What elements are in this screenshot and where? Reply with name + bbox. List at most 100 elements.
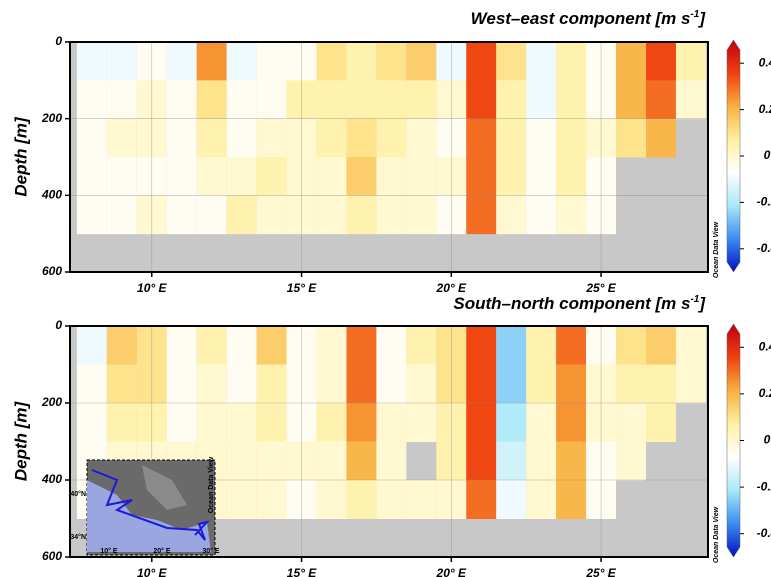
colorbar-tick-label: 0.2 (759, 102, 771, 116)
cell (376, 195, 407, 235)
cell (466, 403, 497, 442)
cell (496, 441, 527, 481)
cell (256, 157, 287, 196)
cell (76, 326, 107, 365)
cell (316, 364, 347, 404)
cell (76, 157, 107, 196)
cell (76, 118, 107, 158)
cell (196, 42, 227, 81)
cell (675, 364, 706, 404)
cell (406, 157, 437, 196)
cell (76, 80, 107, 120)
cell (466, 195, 497, 235)
cell (406, 326, 437, 365)
cell (466, 157, 497, 196)
cell (106, 403, 137, 442)
cell (346, 326, 377, 365)
cell (556, 118, 587, 158)
cell (106, 326, 137, 365)
cell (406, 480, 437, 519)
cell (166, 118, 197, 158)
x-tick-label: 20° E (436, 566, 467, 577)
cell (346, 403, 377, 442)
watermark: Ocean Data View (713, 221, 720, 278)
cell (196, 157, 227, 196)
cell (226, 42, 257, 81)
cell (376, 441, 407, 481)
cell (76, 195, 107, 235)
cell (556, 157, 587, 196)
cell (256, 326, 287, 365)
colorbar-tick-label: 0 (764, 433, 771, 447)
cell (496, 195, 527, 235)
cell (316, 80, 347, 120)
cell (226, 326, 257, 365)
cell (316, 326, 347, 365)
cell (526, 157, 557, 196)
cell (526, 441, 557, 481)
cell (496, 480, 527, 519)
cell (376, 157, 407, 196)
cell (496, 157, 527, 196)
y-tick-label: 0 (55, 34, 62, 48)
cell (526, 326, 557, 365)
x-tick-label: 15° E (287, 281, 317, 295)
cell (226, 157, 257, 196)
cell (346, 42, 377, 81)
colorbar-tick-label: -0.2 (757, 195, 771, 209)
cell (675, 80, 706, 120)
x-tick-label: 25° E (585, 566, 616, 577)
cell (406, 364, 437, 404)
chart-title: South–north component [m s-1] (453, 294, 706, 314)
y-tick-label: 600 (42, 264, 62, 278)
cell (616, 403, 646, 442)
cell (616, 441, 646, 481)
cell (466, 364, 497, 404)
colorbar (726, 39, 741, 273)
cell (556, 80, 587, 120)
cell (256, 480, 287, 519)
cell (645, 403, 676, 442)
cell (316, 480, 347, 519)
colorbar-tick-label: 0.4 (759, 339, 771, 353)
cell (256, 441, 287, 481)
colorbar-tick-label: -0.2 (757, 479, 771, 493)
cell (316, 441, 347, 481)
cell (196, 80, 227, 120)
cell (196, 195, 227, 235)
colorbar (726, 323, 741, 558)
inset-land (142, 465, 187, 510)
inset-sea (87, 480, 211, 552)
cell (226, 480, 257, 519)
cell (496, 118, 527, 158)
colorbar-tick-label: 0 (764, 148, 771, 162)
cell (496, 326, 527, 365)
cell (496, 403, 527, 442)
cell (316, 118, 347, 158)
cell (406, 403, 437, 442)
cell (466, 441, 497, 481)
inset-track (91, 469, 211, 541)
cell (406, 42, 437, 81)
cell (526, 364, 557, 404)
cell (256, 42, 287, 81)
cell (376, 480, 407, 519)
cell (316, 157, 347, 196)
cell (556, 441, 587, 481)
cell (76, 364, 107, 404)
cell (196, 326, 227, 365)
cell (106, 118, 137, 158)
cell (166, 157, 197, 196)
cell (616, 42, 646, 81)
cell (526, 480, 557, 519)
cell (226, 403, 257, 442)
cell (226, 195, 257, 235)
y-tick-label: 200 (41, 111, 62, 125)
x-tick-label: 25° E (585, 281, 616, 295)
watermark: Ocean Data View (713, 506, 720, 563)
cell (76, 403, 107, 442)
colorbar-tick-label: 0.4 (759, 55, 771, 69)
inset-lon-label: 30° E (202, 547, 220, 555)
cell (645, 364, 676, 404)
cell (346, 157, 377, 196)
